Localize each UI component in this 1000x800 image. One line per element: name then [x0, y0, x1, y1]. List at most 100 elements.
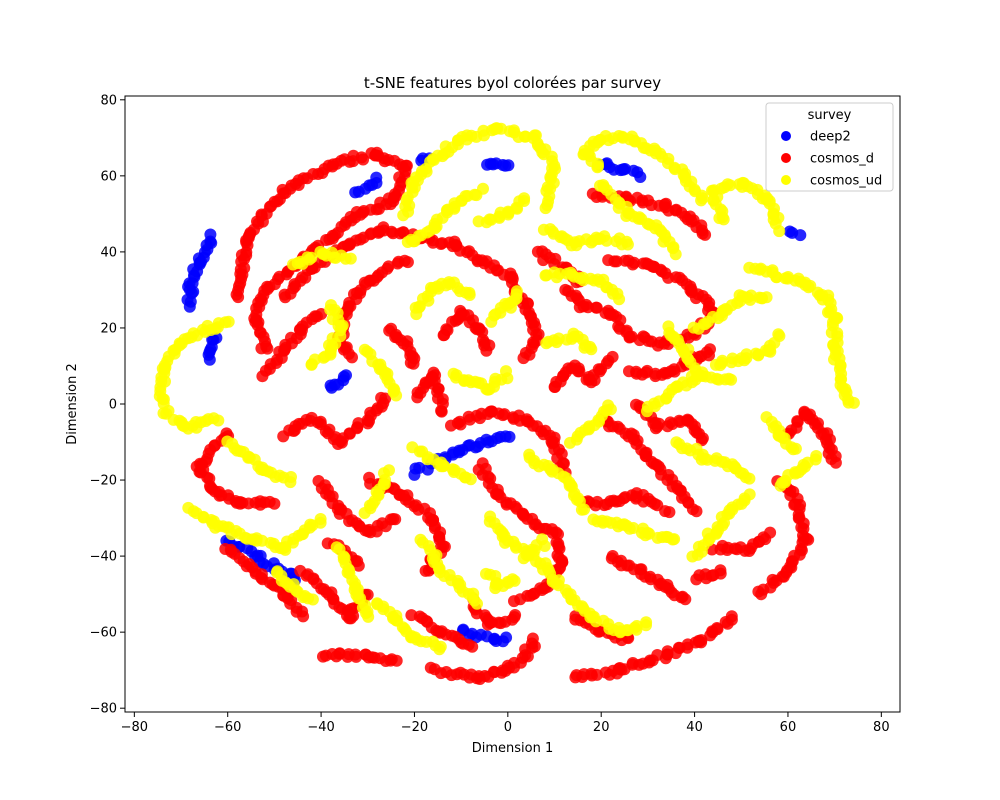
point-cosmos_d	[419, 564, 432, 577]
series-cosmos_d	[190, 146, 842, 685]
point-cosmos_ud	[518, 192, 531, 205]
chart-title: t-SNE features byol colorées par survey	[364, 74, 661, 92]
point-cosmos_d	[407, 357, 420, 370]
point-cosmos_ud	[564, 436, 576, 449]
point-cosmos_ud	[695, 194, 708, 207]
point-cosmos_ud	[789, 442, 802, 455]
point-cosmos_d	[711, 623, 724, 636]
point-cosmos_ud	[744, 293, 757, 306]
point-cosmos_ud	[362, 610, 375, 623]
point-deep2	[794, 229, 807, 242]
point-cosmos_d	[829, 456, 842, 469]
point-deep2	[325, 381, 338, 394]
point-cosmos_d	[517, 352, 530, 365]
y-tick-label: 60	[100, 169, 117, 184]
plot-area	[153, 122, 860, 685]
point-cosmos_d	[559, 283, 572, 296]
point-cosmos_d	[508, 595, 520, 608]
point-cosmos_ud	[620, 235, 633, 248]
point-cosmos_d	[389, 513, 402, 526]
point-cosmos_ud	[847, 396, 860, 409]
point-cosmos_ud	[724, 179, 737, 192]
legend: survey deep2 cosmos_d cosmos_ud	[765, 102, 894, 192]
point-deep2	[453, 444, 466, 457]
point-cosmos_d	[466, 640, 479, 653]
point-cosmos_d	[679, 593, 692, 606]
y-tick-label: −60	[90, 626, 117, 641]
point-cosmos_ud	[760, 291, 773, 304]
point-cosmos_d	[391, 257, 404, 270]
point-cosmos_d	[352, 417, 365, 430]
point-cosmos_d	[454, 418, 467, 431]
point-cosmos_ud	[401, 236, 414, 248]
point-cosmos_ud	[508, 574, 521, 587]
point-cosmos_ud	[685, 370, 698, 383]
point-cosmos_ud	[510, 285, 523, 298]
point-cosmos_d	[355, 151, 368, 164]
point-deep2	[634, 171, 647, 183]
point-cosmos_ud	[564, 266, 577, 279]
legend-label-cosmos_d: cosmos_d	[810, 152, 874, 167]
y-axis-label: Dimension 2	[65, 363, 80, 445]
point-cosmos_ud	[464, 473, 477, 486]
y-tick-label: 20	[100, 321, 117, 336]
point-deep2	[370, 171, 383, 184]
point-cosmos_d	[350, 650, 363, 663]
point-cosmos_d	[268, 497, 281, 510]
point-cosmos_ud	[630, 620, 643, 632]
point-cosmos_ud	[585, 343, 598, 356]
point-cosmos_ud	[471, 597, 483, 610]
y-tick-label: −40	[90, 550, 117, 565]
point-cosmos_d	[695, 636, 708, 649]
point-cosmos_ud	[182, 501, 195, 514]
point-cosmos_d	[297, 610, 310, 623]
point-cosmos_d	[590, 301, 603, 314]
legend-label-cosmos_ud: cosmos_ud	[810, 174, 882, 189]
x-tick-label: −40	[307, 720, 334, 735]
point-cosmos_d	[610, 255, 623, 268]
point-cosmos_d	[484, 617, 497, 629]
point-cosmos_d	[480, 344, 493, 357]
point-deep2	[503, 430, 516, 443]
point-cosmos_ud	[284, 476, 297, 489]
legend-items: deep2 cosmos_d cosmos_ud	[781, 130, 882, 189]
point-cosmos_d	[496, 409, 509, 422]
point-cosmos_ud	[306, 593, 319, 606]
x-tick-label: −60	[214, 720, 241, 735]
point-cosmos_d	[714, 564, 727, 577]
point-cosmos_ud	[772, 328, 785, 341]
point-cosmos_d	[435, 405, 448, 418]
x-tick-label: 80	[873, 720, 890, 735]
point-cosmos_d	[352, 559, 365, 572]
x-tick-label: 20	[593, 720, 610, 735]
point-cosmos_ud	[477, 124, 490, 137]
point-cosmos_d	[509, 609, 522, 621]
point-cosmos_ud	[344, 252, 357, 265]
point-cosmos_ud	[669, 248, 682, 261]
point-cosmos_ud	[600, 234, 613, 247]
x-axis-ticks: −80 −60 −40 −20 0 20 40 60 80	[121, 712, 890, 735]
point-cosmos_ud	[358, 507, 371, 519]
x-tick-label: −80	[121, 720, 148, 735]
point-cosmos_d	[699, 228, 712, 241]
x-tick-label: −20	[401, 720, 428, 735]
point-cosmos_ud	[325, 299, 337, 312]
point-cosmos_d	[390, 654, 403, 667]
point-cosmos_ud	[433, 643, 446, 656]
point-cosmos_ud	[390, 389, 403, 402]
point-cosmos_ud	[305, 251, 318, 264]
point-cosmos_d	[626, 258, 639, 271]
point-deep2	[500, 631, 513, 644]
point-cosmos_d	[261, 342, 274, 355]
points-layer	[153, 122, 860, 685]
point-cosmos_d	[315, 308, 328, 320]
y-tick-label: −80	[90, 702, 117, 717]
point-cosmos_ud	[774, 479, 787, 492]
point-cosmos_ud	[222, 315, 235, 328]
point-cosmos_ud	[212, 414, 225, 427]
point-cosmos_ud	[613, 293, 626, 306]
point-cosmos_ud	[539, 202, 552, 215]
point-cosmos_ud	[578, 503, 591, 516]
point-cosmos_ud	[740, 348, 753, 361]
